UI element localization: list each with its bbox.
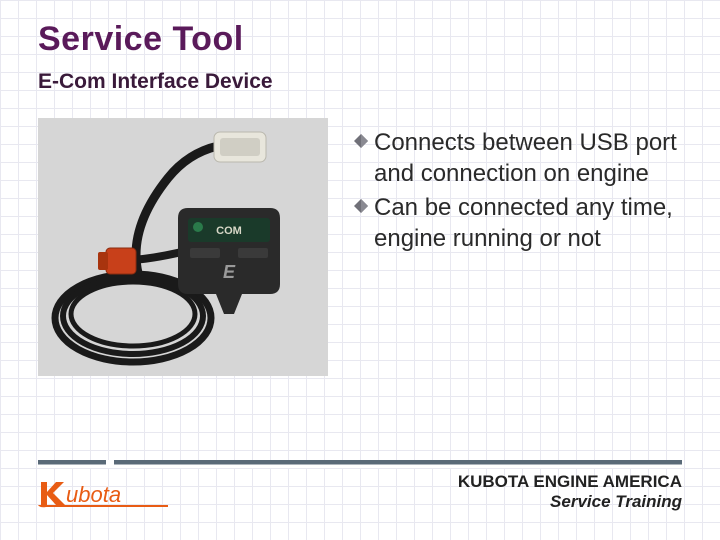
- bullet-item: Connects between USB port and connection…: [352, 128, 692, 189]
- footer-company: KUBOTA ENGINE AMERICA: [458, 472, 682, 492]
- slide-title: Service Tool: [38, 20, 244, 59]
- svg-text:E: E: [223, 262, 236, 282]
- diamond-bullet-icon: [352, 128, 370, 154]
- bullet-list: Connects between USB port and connection…: [352, 128, 692, 259]
- kubota-logo: ubota: [38, 474, 176, 513]
- product-photo: COM E: [38, 118, 328, 376]
- footer-tagline: Service Training: [458, 492, 682, 512]
- svg-text:COM: COM: [216, 225, 242, 237]
- bullet-text: Can be connected any time, engine runnin…: [374, 193, 692, 254]
- slide-subtitle: E-Com Interface Device: [38, 70, 273, 94]
- bullet-text: Connects between USB port and connection…: [374, 128, 692, 189]
- diamond-bullet-icon: [352, 193, 370, 219]
- svg-text:ubota: ubota: [66, 482, 121, 507]
- slide-footer: ubota KUBOTA ENGINE AMERICA Service Trai…: [38, 460, 682, 516]
- footer-text-block: KUBOTA ENGINE AMERICA Service Training: [458, 472, 682, 512]
- footer-divider: [38, 460, 682, 468]
- bullet-item: Can be connected any time, engine runnin…: [352, 193, 692, 254]
- device-illustration: COM E: [38, 118, 328, 376]
